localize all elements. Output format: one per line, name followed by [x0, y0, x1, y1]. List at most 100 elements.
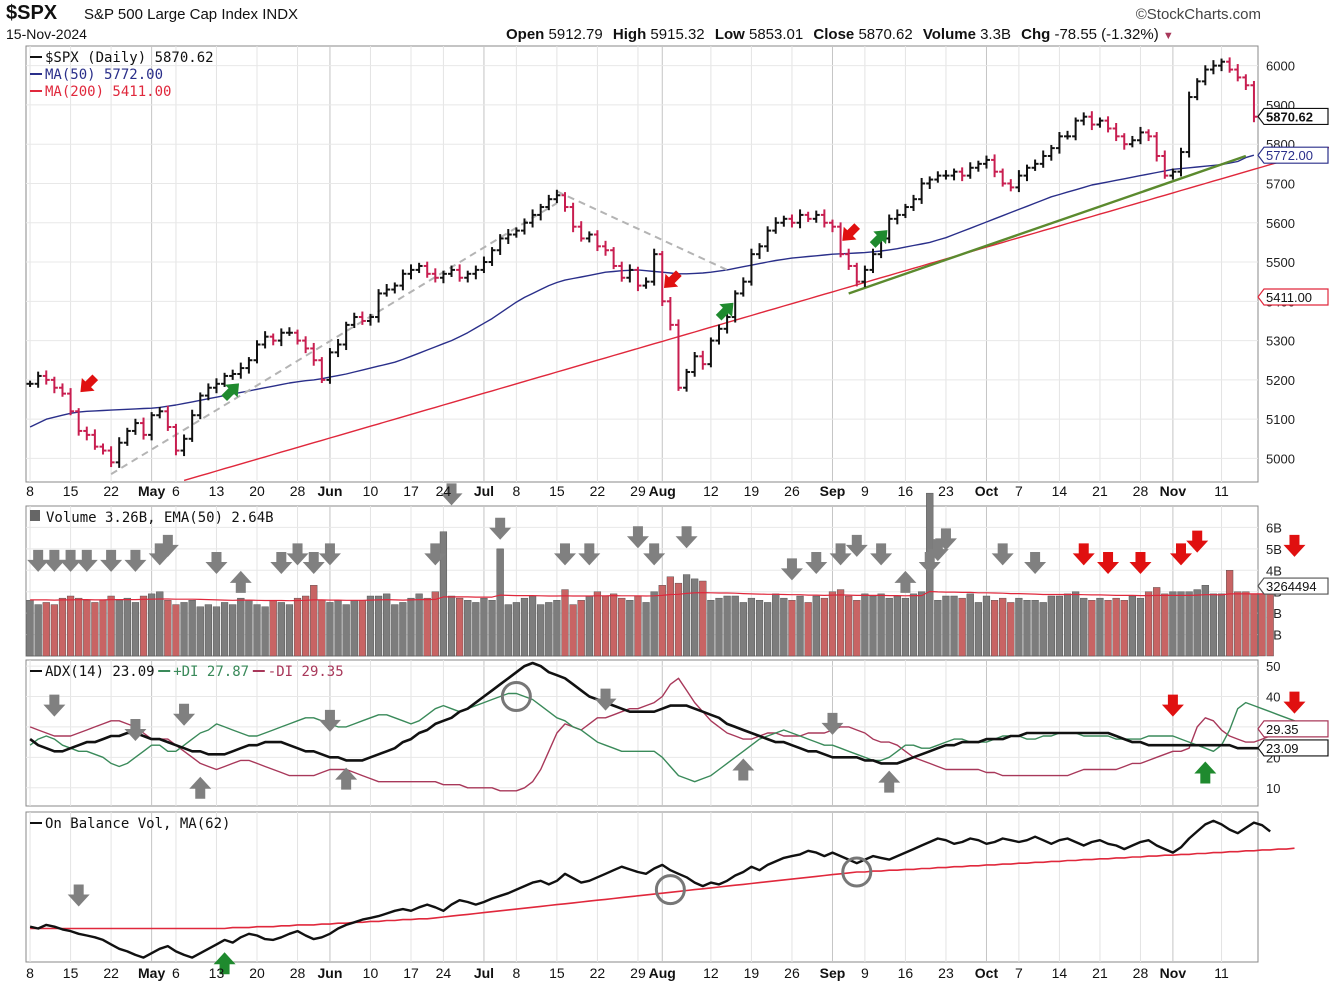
signal-arrow-down-gray — [440, 483, 463, 506]
y-value-tag: 3264494 — [1257, 577, 1329, 595]
ohlc-bar — [934, 171, 942, 183]
legend-entry: $SPX (Daily) 5870.62 — [45, 50, 214, 66]
ohlc-bar — [342, 321, 350, 351]
signal-arrow-down-gray — [918, 552, 941, 574]
volume-bar — [91, 602, 99, 657]
ohlc-bar — [1185, 91, 1193, 158]
ohlc-bar — [229, 369, 237, 380]
open-value: 5912.79 — [548, 26, 603, 43]
ohlc-bar — [1031, 159, 1039, 171]
signal-arrow-down-gray — [870, 543, 893, 566]
x-tick-label: 11 — [1214, 483, 1229, 499]
ohlc-bar — [1088, 111, 1096, 131]
signal-arrow-down-gray — [205, 552, 228, 574]
x-tick-label: 24 — [436, 483, 452, 499]
volume-bar — [277, 602, 285, 657]
volume-bar — [293, 597, 302, 657]
x-tick-label: 19 — [744, 483, 760, 499]
volume-bar — [156, 591, 164, 657]
volume-bar — [1007, 602, 1015, 657]
volume-bar — [755, 600, 764, 657]
x-tick-label: Sep — [820, 483, 846, 499]
ohlc-bar — [812, 210, 820, 223]
volume-bar — [772, 593, 780, 657]
x-tick-label: 28 — [290, 965, 306, 981]
ma200-line — [183, 146, 1329, 482]
volume-bar — [148, 593, 156, 657]
ohlc-bar — [164, 405, 172, 431]
signal-arrow-down-gray — [578, 543, 601, 566]
signal-arrow-down-gray — [675, 526, 698, 549]
signal-arrow-down-gray — [100, 549, 123, 572]
volume-bar — [172, 604, 180, 657]
x-tick-label: 13 — [209, 483, 225, 499]
signal-arrow-down-gray — [926, 539, 949, 562]
y-tick-label: 4B — [1266, 563, 1282, 578]
y-tick-label: 10 — [1266, 781, 1280, 796]
stockcharts-logo[interactable]: ©StockCharts.com — [1135, 6, 1261, 23]
quote-date: 15-Nov-2024 — [6, 26, 87, 42]
volume-bar — [982, 595, 991, 657]
x-tick-label: 8 — [512, 483, 520, 499]
adx-panel: 1020304050ADX(14) 23.09+DI 27.87-DI 29.3… — [25, 659, 1329, 807]
x-tick-label: 14 — [1052, 965, 1068, 981]
volume-bar — [853, 600, 861, 657]
volume-bar — [593, 591, 602, 657]
volume-bar — [610, 593, 618, 657]
tag-box — [1257, 288, 1329, 306]
volume-bar — [350, 600, 358, 657]
tag-box — [1257, 739, 1329, 757]
y-tick-label: 5B — [1266, 542, 1282, 557]
ohlc-bar — [269, 333, 277, 346]
x-tick-label: 22 — [590, 483, 606, 499]
volume-bar — [1080, 597, 1088, 657]
ohlc-bar — [91, 429, 99, 450]
y-tick-label: 5600 — [1266, 216, 1295, 231]
ohlc-bar — [1112, 122, 1120, 142]
ohlc-bar — [310, 342, 318, 366]
highlight-circle — [654, 874, 686, 906]
volume-bar — [318, 600, 326, 657]
ohlc-bar — [918, 177, 926, 204]
volume-bar — [788, 600, 796, 657]
ohlc-bar — [148, 412, 156, 441]
x-tick-label: 20 — [249, 965, 265, 981]
x-tick-label: May — [138, 965, 165, 981]
quote-summary: Open 5912.79 High 5915.32 Low 5853.01 Cl… — [506, 26, 1174, 43]
ohlc-bar — [407, 264, 415, 280]
volume-bar — [383, 593, 391, 657]
x-tick-label: 26 — [784, 483, 800, 499]
ohlc-bar — [699, 350, 707, 370]
volume-bar — [1128, 595, 1136, 657]
volume-bar — [918, 591, 926, 657]
ohlc-bar — [399, 269, 407, 291]
signal-arrow-up-gray — [894, 570, 917, 593]
ohlc-bar — [1080, 112, 1088, 126]
volume-bar — [1031, 600, 1039, 657]
ohlc-bar — [212, 378, 220, 394]
ohlc-bar — [772, 217, 780, 234]
volume-bar — [1266, 585, 1274, 657]
ohlc-bar — [245, 357, 253, 374]
volume-bar — [196, 606, 204, 657]
x-tick-label: 15 — [549, 483, 565, 499]
signal-arrow-down-gray — [1024, 552, 1047, 574]
ohlc-bar — [156, 406, 164, 419]
x-tick-label: 29 — [630, 965, 646, 981]
x-tick-label: 23 — [938, 965, 954, 981]
ohlc-bar — [828, 219, 836, 233]
ohlc-bar — [747, 248, 755, 286]
ohlc-bar — [1145, 129, 1153, 142]
volume-bar — [261, 606, 269, 657]
signal-arrow-down-gray — [626, 526, 649, 549]
chg-value: -78.55 (-1.32%) — [1054, 26, 1159, 43]
legend-entry: MA(200) 5411.00 — [45, 84, 171, 100]
signal-arrow-down-gray — [75, 549, 98, 572]
ohlc-bar — [1242, 74, 1250, 90]
x-tick-label: 15 — [63, 965, 79, 981]
x-tick-label: Jul — [474, 965, 494, 981]
ohlc-bar — [901, 203, 909, 219]
ohlc-bar — [1023, 164, 1031, 182]
ohlc-bar — [999, 168, 1007, 187]
